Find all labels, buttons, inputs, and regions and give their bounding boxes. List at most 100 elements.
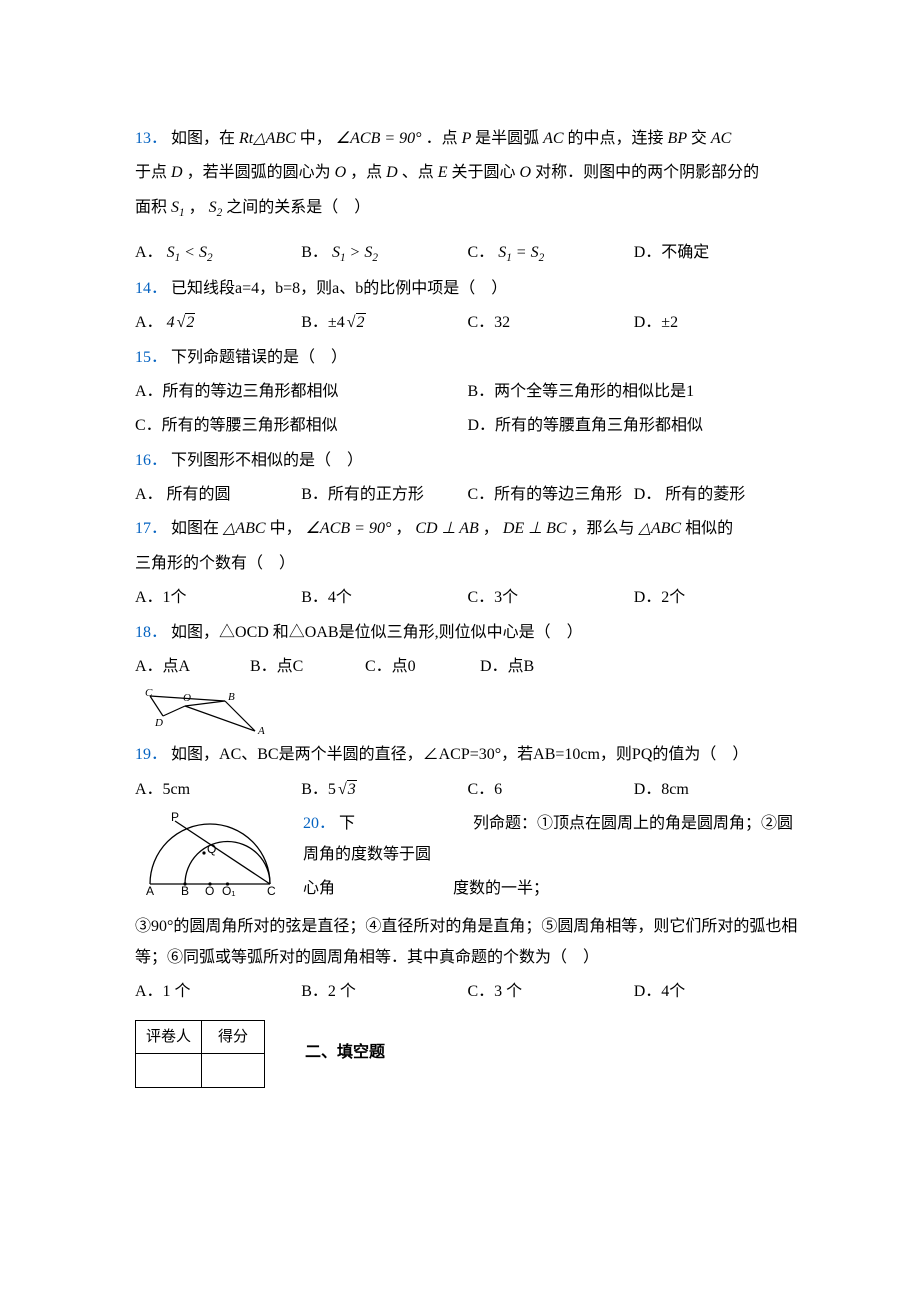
- q13-l1a: 如图，在: [171, 130, 235, 147]
- q20-fig-B: B: [181, 884, 189, 897]
- q13-num: 13．: [135, 130, 167, 147]
- q13-l3: 面积: [135, 199, 167, 216]
- q18-fig-D: D: [154, 717, 163, 729]
- q13-ang: ∠ACB = 90°: [336, 130, 422, 147]
- q14-text: 已知线段a=4，b=8，则a、b的比例中项是（ ）: [171, 280, 507, 297]
- q16: 16． 下列图形不相似的是（ ）: [135, 446, 800, 476]
- q14-A-label: A．: [135, 314, 163, 331]
- q20-l1b: 列命题：①顶点在圆周上的角是圆周角；②圆周角的度数等于圆: [303, 815, 793, 862]
- q14-optA: A． 42: [135, 308, 301, 338]
- q15-num: 15．: [135, 349, 167, 366]
- q19-optA: A．5cm: [135, 775, 301, 805]
- q13-l1e: 的中点，连接: [568, 130, 664, 147]
- q13-l2d: 、点: [402, 164, 434, 181]
- q18-fig-A: A: [257, 725, 265, 736]
- q19-options: A．5cm B．53 C．6 D．8cm: [135, 775, 800, 805]
- q18-optA: A．点A: [135, 652, 250, 682]
- q13-optC: C． S1 = S2: [468, 238, 634, 269]
- q14-B-label: B．±4: [301, 314, 344, 331]
- q16-options: A． 所有的圆 B．所有的正方形 C．所有的等边三角形 D． 所有的菱形: [135, 480, 800, 510]
- q16-num: 16．: [135, 452, 167, 469]
- q13-l2b: ，若半圆弧的圆心为: [187, 164, 331, 181]
- q18-fig-B: B: [228, 691, 235, 703]
- q14-optC: C．32: [468, 308, 634, 338]
- q14-A-rad: 2: [185, 313, 195, 331]
- q19-num: 19．: [135, 746, 167, 763]
- q13-l1b: 中，: [300, 130, 332, 147]
- q20-l1a: 下: [339, 815, 355, 832]
- q13-l1c: ．点: [426, 130, 458, 147]
- q13-l2f: 对称．则图中的两个阴影部分的: [535, 164, 759, 181]
- q17-l1d: ，: [483, 520, 499, 537]
- q18-options: A．点A B．点C C．点0 D．点B: [135, 652, 595, 682]
- q13-AC: AC: [543, 130, 567, 147]
- q17-optB: B．4个: [301, 583, 467, 613]
- q13-P: P: [462, 130, 475, 147]
- q20-fig-A: A: [146, 884, 154, 897]
- q20-block: P Q A B O O₁ C 20． 下 列命题：①顶点在圆周上的角是圆周角；②…: [135, 809, 800, 908]
- q14-A-math: 42: [167, 314, 196, 331]
- q13-B-math: S1 > S2: [332, 244, 378, 261]
- q14-optD: D．±2: [634, 308, 800, 338]
- q15-row2: C．所有的等腰三角形都相似 D．所有的等腰直角三角形都相似: [135, 411, 800, 441]
- q20-options: A．1 个 B．2 个 C．3 个 D．4个: [135, 977, 800, 1007]
- q19-optB: B．5 3: [301, 775, 467, 805]
- q16-optD: D． 所有的菱形: [634, 480, 800, 510]
- q13-l1f: 交: [691, 130, 707, 147]
- q14-B-rad: 2: [356, 313, 366, 331]
- scorebox: 评卷人 得分: [135, 1020, 265, 1088]
- section2-title: 二、填空题: [305, 1038, 385, 1068]
- q18-text: 如图，△OCD 和△OAB是位似三角形,则位似中心是（ ）: [171, 624, 583, 641]
- q13-optA: A． S1 < S2: [135, 238, 301, 269]
- q15-optB: B．两个全等三角形的相似比是1: [468, 377, 801, 407]
- q18-optB: B．点C: [250, 652, 365, 682]
- q20-optA: A．1 个: [135, 977, 301, 1007]
- q20-figure: P Q A B O O₁ C: [135, 809, 295, 897]
- q13-line1: 13． 如图，在 Rt△ABC 中， ∠ACB = 90° ．点 P 是半圆弧 …: [135, 124, 800, 154]
- q18: 18． 如图，△OCD 和△OAB是位似三角形,则位似中心是（ ）: [135, 618, 800, 648]
- section2-row: 评卷人 得分 二、填空题: [135, 1020, 800, 1088]
- scorebox-c1: [136, 1054, 202, 1088]
- q13-line3: 面积 S1 ， S2 之间的关系是（ ）: [135, 193, 800, 224]
- q17-abc: △ABC: [223, 520, 270, 537]
- q20-l2b: 度数的一半；: [453, 880, 549, 897]
- q18-optC: C．点0: [365, 652, 480, 682]
- q13-D2: D: [386, 164, 402, 181]
- q20-fig-O: O: [205, 884, 214, 897]
- q15-optA: A．所有的等边三角形都相似: [135, 377, 468, 407]
- q19-B-rad: 3: [347, 780, 357, 798]
- q18-figure: C D O B A: [135, 686, 800, 736]
- q20-fig-P: P: [171, 810, 179, 824]
- scorebox-c2: [202, 1054, 265, 1088]
- q13-B-label: B．: [301, 244, 328, 261]
- q20-line3: ③90°的圆周角所对的弦是直径；④直径所对的角是直角；⑤圆周角相等，则它们所对的…: [135, 912, 800, 973]
- q13-options: A． S1 < S2 B． S1 > S2 C． S1 = S2 D．不确定: [135, 238, 800, 269]
- q13-optB: B． S1 > S2: [301, 238, 467, 269]
- q20-fig-O1: O₁: [222, 884, 235, 897]
- q13-optD: D．不确定: [634, 238, 800, 269]
- q17-cd: CD ⊥ AB: [415, 520, 482, 537]
- q15-optC: C．所有的等腰三角形都相似: [135, 411, 468, 441]
- q17-l1c: ，: [395, 520, 411, 537]
- q17-options: A．1个 B．4个 C．3个 D．2个: [135, 583, 800, 613]
- q18-fig-O: O: [183, 692, 191, 704]
- q17-optC: C．3个: [468, 583, 634, 613]
- scorebox-h1: 评卷人: [136, 1020, 202, 1054]
- q14-optB: B．±4 2: [301, 308, 467, 338]
- q17-line2: 三角形的个数有（ ）: [135, 549, 800, 579]
- q13-BP: BP: [668, 130, 691, 147]
- q13-C-math: S1 = S2: [498, 244, 544, 261]
- q15-text: 下列命题错误的是（ ）: [171, 349, 347, 366]
- q14-num: 14．: [135, 280, 167, 297]
- q17-optD: D．2个: [634, 583, 800, 613]
- q20-optD: D．4个: [634, 977, 800, 1007]
- q19-B-label: B．5: [301, 781, 336, 798]
- q17-l1f: 相似的: [685, 520, 733, 537]
- scorebox-h2: 得分: [202, 1020, 265, 1054]
- q19-optD: D．8cm: [634, 775, 800, 805]
- q13-l3c: 之间的关系是（ ）: [226, 199, 370, 216]
- q13-D: D: [171, 164, 187, 181]
- q17-de: DE ⊥ BC: [503, 520, 571, 537]
- q14-B-math: 2: [345, 314, 366, 331]
- q20-l2a: 心角: [303, 880, 335, 897]
